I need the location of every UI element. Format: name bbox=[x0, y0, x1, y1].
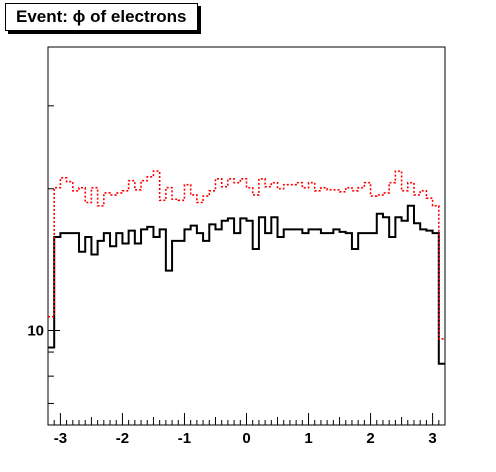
chart-title: Event: ϕ of electrons bbox=[5, 3, 198, 31]
x-tick-label: -1 bbox=[178, 430, 191, 447]
axis-ticks bbox=[47, 46, 446, 425]
x-tick-label: 1 bbox=[304, 430, 312, 447]
x-tick-label: 3 bbox=[428, 430, 436, 447]
x-tick-label: 0 bbox=[242, 430, 250, 447]
histogram-red-dotted bbox=[48, 170, 445, 340]
plot-frame bbox=[47, 46, 446, 426]
histogram-series bbox=[48, 170, 445, 365]
x-tick-label: 2 bbox=[366, 430, 374, 447]
axis-labels: -3 -2 -1 0 1 2 3 10 bbox=[27, 323, 436, 447]
y-tick-label: 10 bbox=[27, 323, 44, 340]
x-tick-label: -3 bbox=[54, 430, 67, 447]
histogram-black-solid bbox=[48, 204, 445, 365]
x-tick-label: -2 bbox=[116, 430, 129, 447]
